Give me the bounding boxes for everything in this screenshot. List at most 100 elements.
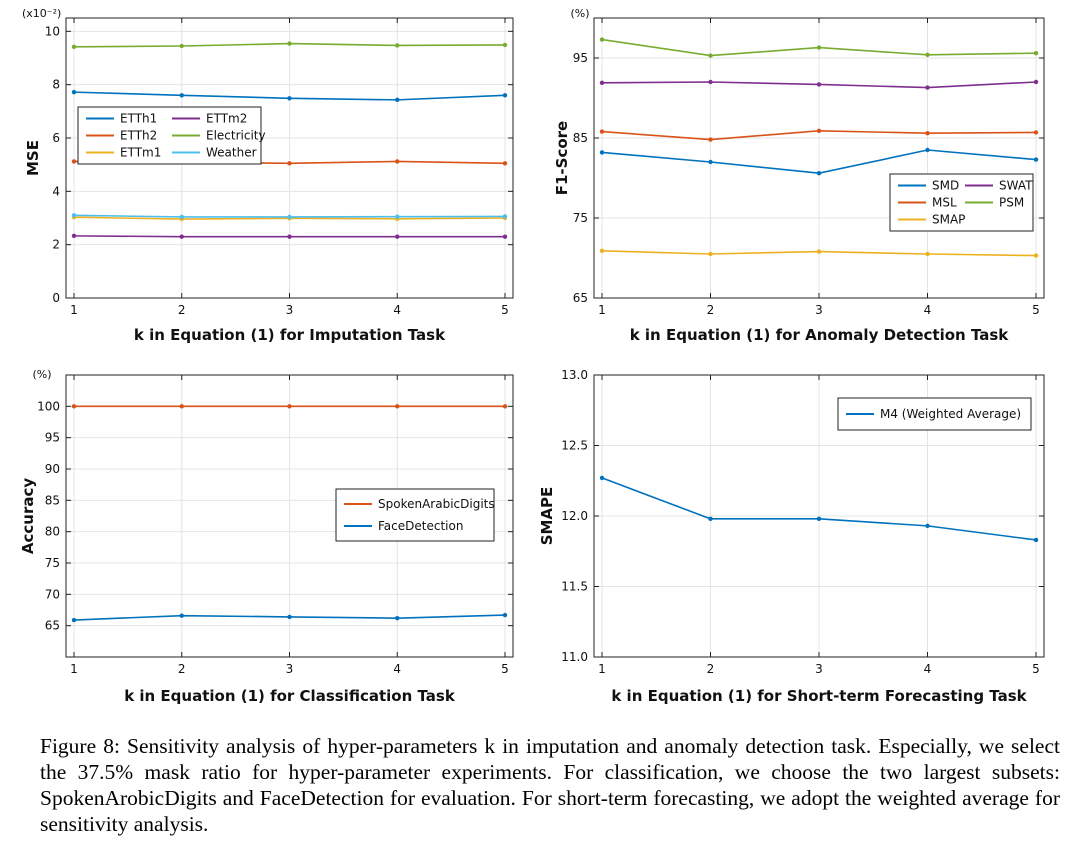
y-axis-multiplier: (%) [570, 7, 589, 20]
legend-entry: ETTm1 [120, 146, 161, 160]
chart-panel-4: 1 2 3 4 5 11.0 11.5 12.0 12.5 13.0 k in Equation (… [538, 368, 1045, 705]
data-point [179, 613, 184, 618]
data-point [395, 159, 400, 164]
figure-8-charts: 1 2 3 4 5 0 2 4 6 8 10 k in Equation (1) for Imputa… [19, 7, 1045, 705]
data-point [71, 233, 77, 239]
y-tick-label: 65 [573, 291, 588, 305]
data-point [71, 89, 77, 95]
x-tick-label: 5 [1032, 662, 1040, 676]
y-tick-label: 12.0 [561, 509, 588, 523]
data-point [71, 159, 77, 164]
data-point [287, 96, 292, 101]
data-point [816, 249, 822, 254]
data-point [708, 137, 713, 142]
x-tick-label: 1 [70, 662, 78, 676]
data-point [925, 131, 930, 136]
chart-panel-1: 1 2 3 4 5 0 2 4 6 8 10 k in Equation (1) for Imputa… [22, 7, 514, 344]
data-point [599, 37, 605, 42]
y-tick-label: 100 [37, 399, 60, 413]
data-point [708, 159, 713, 165]
data-point [395, 97, 400, 103]
y-axis-label: SMAPE [538, 487, 556, 546]
x-tick-label: 4 [393, 662, 401, 676]
data-point [816, 171, 822, 176]
data-point [287, 614, 292, 620]
data-point [287, 404, 292, 409]
data-point [287, 234, 292, 239]
data-point [395, 214, 400, 219]
y-tick-label: 75 [573, 211, 588, 225]
x-tick-label: 5 [501, 303, 509, 317]
x-tick-label: 5 [1032, 303, 1040, 317]
data-point [816, 516, 822, 522]
legend-entry: SpokenArabicDigits [378, 497, 495, 511]
legend-entry: MSL [932, 196, 957, 210]
data-point [925, 52, 930, 57]
x-tick-label: 4 [393, 303, 401, 317]
y-tick-label: 75 [45, 556, 60, 570]
x-tick-label: 3 [286, 662, 294, 676]
data-point [71, 44, 77, 49]
legend: SMD SWAT MSL PSM SMAP [889, 173, 1034, 232]
x-axis-label: k in Equation (1) for Imputation Task [134, 326, 446, 344]
legend-entry: PSM [999, 196, 1024, 210]
data-point [287, 214, 292, 220]
data-point [502, 161, 508, 166]
data-point [287, 161, 292, 166]
legend: SpokenArabicDigits FaceDetection [335, 488, 495, 542]
y-tick-label: 90 [45, 462, 60, 476]
y-tick-label: 70 [45, 587, 60, 601]
data-point [1033, 253, 1039, 258]
data-point [71, 404, 77, 409]
y-tick-label: 11.5 [561, 580, 588, 594]
data-point [179, 43, 184, 49]
data-point [599, 248, 605, 253]
data-point [1033, 537, 1039, 543]
y-tick-label: 10 [45, 24, 60, 38]
data-point [708, 251, 713, 257]
y-axis-label: MSE [24, 140, 42, 176]
data-point [599, 129, 605, 134]
legend-entry: FaceDetection [378, 519, 463, 533]
x-axis-label: k in Equation (1) for Short-term Forecas… [611, 687, 1027, 705]
data-point [287, 41, 292, 46]
y-tick-label: 65 [45, 619, 60, 633]
data-point [708, 516, 713, 522]
legend-box [335, 488, 495, 542]
data-point [925, 147, 930, 153]
data-point [925, 523, 930, 529]
data-point [816, 82, 822, 87]
chart-panel-2: 1 2 3 4 5 65 75 85 95 k in Equation (1) for Anoma… [553, 7, 1045, 344]
y-tick-label: 85 [573, 131, 588, 145]
x-tick-label: 2 [707, 303, 715, 317]
data-point [395, 615, 400, 621]
y-tick-label: 2 [52, 238, 60, 252]
x-tick-label: 4 [924, 662, 932, 676]
y-tick-label: 85 [45, 493, 60, 507]
data-point [925, 85, 930, 90]
legend-entry: ETTm2 [206, 112, 247, 126]
data-point [502, 93, 508, 98]
data-point [502, 42, 508, 48]
x-tick-label: 2 [178, 662, 186, 676]
data-point [1033, 51, 1039, 56]
data-point [395, 43, 400, 48]
legend: ETTh1 ETTm2 ETTh2 Electricity ETTm1 Weather [77, 106, 266, 165]
y-tick-label: 95 [45, 431, 60, 445]
y-tick-label: 80 [45, 525, 60, 539]
data-point [708, 53, 713, 58]
x-tick-label: 1 [70, 303, 78, 317]
legend-entry: Weather [206, 146, 257, 160]
data-point [1033, 157, 1039, 162]
y-tick-label: 4 [52, 184, 60, 198]
data-point [502, 214, 508, 219]
y-axis-label: Accuracy [19, 478, 37, 554]
data-point [395, 404, 400, 409]
x-tick-label: 1 [598, 662, 606, 676]
x-tick-label: 3 [815, 662, 823, 676]
x-axis-label: k in Equation (1) for Anomaly Detection … [630, 326, 1010, 344]
data-point [816, 128, 822, 133]
y-axis-multiplier: (x10⁻²) [22, 7, 61, 20]
data-point [71, 213, 77, 218]
y-tick-label: 13.0 [561, 368, 588, 382]
